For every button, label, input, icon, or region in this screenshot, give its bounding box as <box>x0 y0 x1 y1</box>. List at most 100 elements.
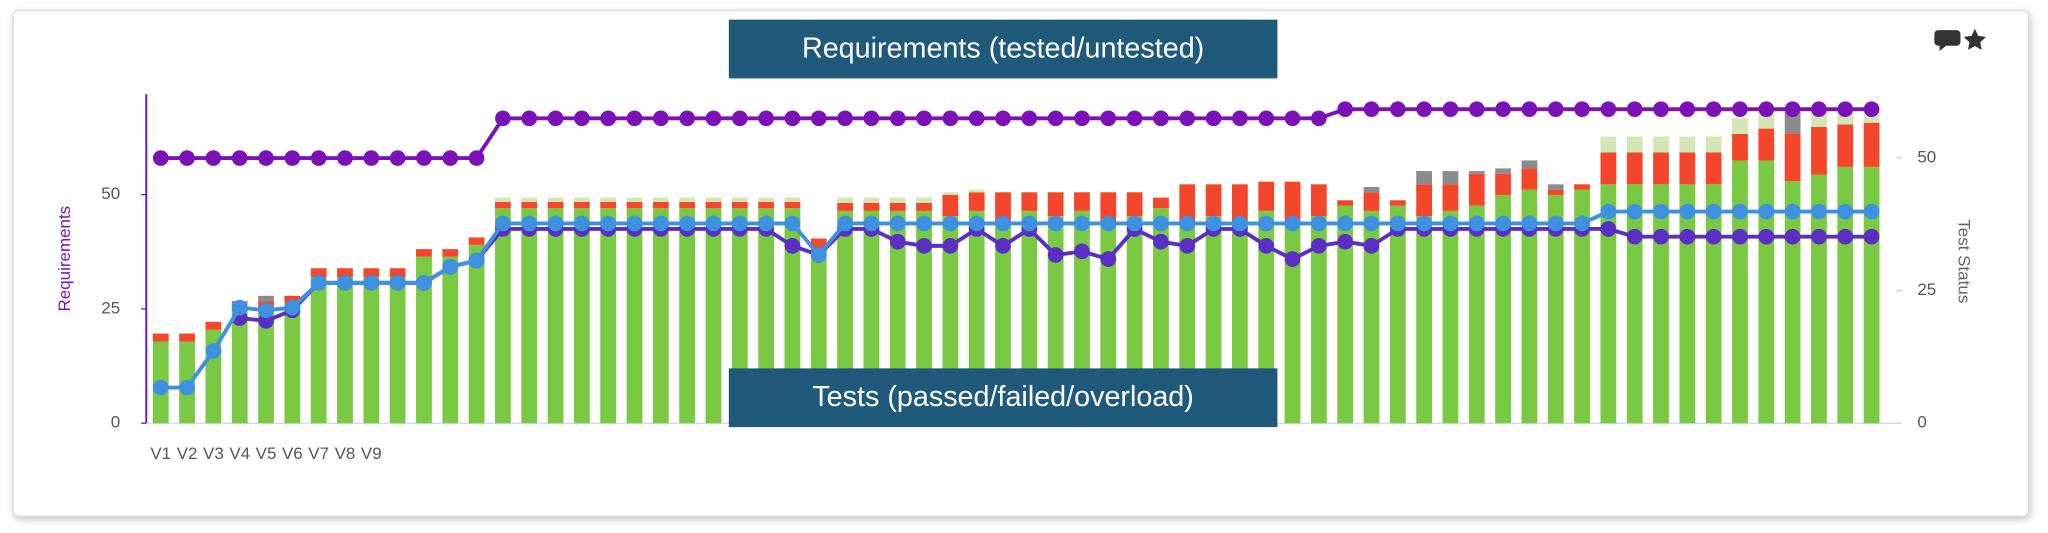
line-point <box>1705 228 1722 245</box>
bar-segment <box>1389 205 1406 424</box>
line-point <box>1626 101 1643 118</box>
line-point <box>547 110 564 127</box>
line-point <box>1600 203 1617 220</box>
bar-segment <box>837 197 853 203</box>
bar-segment <box>1416 216 1433 424</box>
bar-segment <box>1468 171 1485 174</box>
bar-segment <box>1679 184 1696 424</box>
line-point <box>705 215 722 232</box>
line-point <box>284 299 301 316</box>
line-point <box>310 150 327 166</box>
bar-segment <box>1100 192 1117 222</box>
bar-segment <box>1363 210 1380 424</box>
line-point <box>1705 101 1722 118</box>
line-point <box>1468 215 1485 232</box>
bar-segment <box>310 277 327 424</box>
line-point <box>600 215 617 232</box>
bar-segment <box>1574 189 1590 424</box>
line-point <box>152 150 169 166</box>
line-point <box>495 215 511 232</box>
bar-segment <box>652 208 669 424</box>
line-point <box>389 150 406 166</box>
line-point <box>653 215 669 232</box>
bar-segment <box>1784 133 1801 182</box>
line-point <box>626 110 643 127</box>
line-point <box>1179 215 1196 232</box>
line-point <box>1705 203 1722 220</box>
bar-segment <box>521 197 538 202</box>
bar-segment <box>1732 117 1748 134</box>
line-point <box>1600 101 1617 118</box>
bar-segment <box>389 277 406 424</box>
bar-segment <box>1574 184 1590 190</box>
line-point <box>968 215 985 232</box>
bar-segment <box>1705 184 1722 424</box>
bar-segment <box>1653 184 1669 424</box>
line-point <box>1232 215 1248 232</box>
bar-segment <box>521 208 538 424</box>
line-point <box>1863 203 1880 220</box>
bar-segment <box>1653 136 1669 153</box>
bar-segment <box>1074 192 1090 211</box>
bar-segment <box>284 303 301 424</box>
bar-segment <box>1547 189 1564 195</box>
bar-segment <box>626 208 643 424</box>
line-point <box>1100 215 1117 232</box>
x-tick-label: V5 <box>256 444 277 463</box>
line-point <box>1363 101 1380 118</box>
star-icon[interactable] <box>1963 28 1986 50</box>
x-tick-label: V2 <box>177 444 198 463</box>
bar-segment <box>1758 128 1775 161</box>
line-point <box>1837 203 1854 220</box>
bar-segment <box>1337 200 1354 206</box>
line-point <box>705 110 722 127</box>
line-point <box>1758 203 1775 220</box>
line-point <box>784 215 801 232</box>
bar-segment <box>231 311 248 424</box>
y2-tick-label: 50 <box>1917 147 1936 166</box>
bar-segment <box>679 208 696 424</box>
bar-segment <box>1547 194 1564 424</box>
bar-segment <box>889 197 906 203</box>
bar-segment <box>1495 194 1511 424</box>
bar-segment <box>495 197 511 202</box>
line-point <box>1600 221 1617 237</box>
line-point <box>1442 215 1459 232</box>
line-point <box>995 110 1011 127</box>
line-point <box>1284 251 1301 267</box>
y2-tick-label: 25 <box>1917 280 1936 299</box>
bar-segment <box>1626 184 1643 424</box>
bar-segment <box>547 197 564 202</box>
bar-segment <box>600 201 617 209</box>
line-point <box>942 215 959 232</box>
line-point <box>258 302 274 319</box>
line-point <box>863 215 880 232</box>
bar-segment <box>652 197 669 202</box>
line-point <box>231 150 248 166</box>
bar-segment <box>1442 184 1459 211</box>
bar-segment <box>547 201 564 209</box>
bar-segment <box>442 256 459 424</box>
line-point <box>1416 215 1432 232</box>
bar-segment <box>758 197 775 202</box>
bar-segment <box>416 249 432 257</box>
line-point <box>837 110 853 127</box>
bar-segment <box>495 208 511 424</box>
bar-segment <box>363 268 380 278</box>
bar-segment <box>705 208 722 424</box>
line-point <box>1863 228 1880 245</box>
line-point <box>1153 215 1169 232</box>
comment-icon[interactable] <box>1934 30 1961 51</box>
bar-segment <box>784 197 801 202</box>
bar-segment <box>573 208 590 424</box>
bar-segment <box>468 244 485 424</box>
line-point <box>863 110 880 127</box>
line-point <box>337 275 353 291</box>
bar-segment <box>863 202 880 211</box>
bar-segment <box>152 333 169 342</box>
bar-segment <box>837 202 853 211</box>
bar-segment <box>1732 133 1748 161</box>
line-point <box>1416 101 1432 118</box>
bar-segment <box>179 333 195 342</box>
